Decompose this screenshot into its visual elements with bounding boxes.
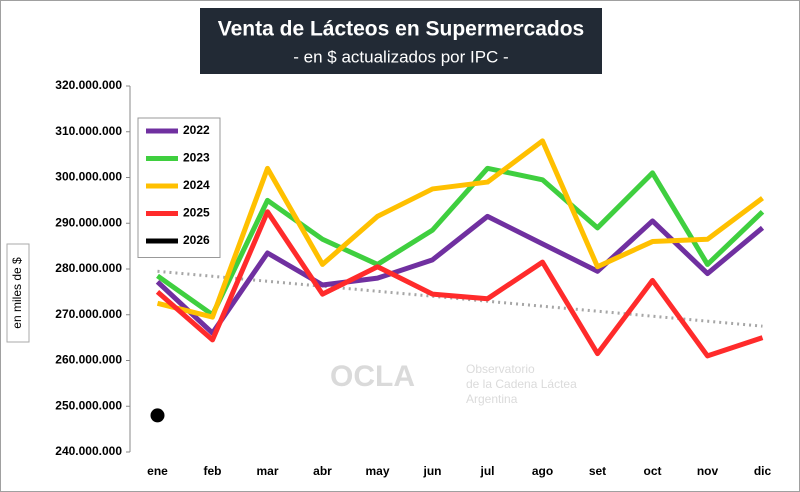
y-tick-label: 240.000.000 bbox=[55, 444, 122, 458]
y-tick-label: 300.000.000 bbox=[55, 170, 122, 184]
y-tick-label: 310.000.000 bbox=[55, 124, 122, 138]
legend-label: 2023 bbox=[183, 151, 210, 165]
watermark-text: Argentina bbox=[466, 392, 518, 406]
y-axis-label: en miles de $ bbox=[10, 257, 24, 329]
x-tick-label: dic bbox=[754, 464, 772, 478]
x-tick-label: mar bbox=[256, 464, 278, 478]
chart-subtitle: - en $ actualizados por IPC - bbox=[293, 47, 508, 66]
x-tick-label: ene bbox=[147, 464, 168, 478]
y-tick-label: 320.000.000 bbox=[55, 78, 122, 92]
y-tick-label: 270.000.000 bbox=[55, 307, 122, 321]
series-line bbox=[156, 165, 765, 318]
legend-label: 2022 bbox=[183, 123, 210, 137]
x-tick-label: jun bbox=[423, 464, 442, 478]
series-line bbox=[155, 209, 764, 359]
x-tick-label: jul bbox=[480, 464, 495, 478]
x-tick-label: nov bbox=[697, 464, 719, 478]
watermark-text: de la Cadena Láctea bbox=[466, 377, 577, 391]
series-line bbox=[155, 213, 765, 336]
y-tick-label: 260.000.000 bbox=[55, 353, 122, 367]
x-tick-label: abr bbox=[313, 464, 332, 478]
watermark: OCLA Observatorio de la Cadena Láctea Ar… bbox=[330, 360, 577, 406]
watermark-text: Observatorio bbox=[466, 362, 535, 376]
x-tick-label: ago bbox=[532, 464, 553, 478]
legend-label: 2025 bbox=[183, 206, 210, 220]
series-line bbox=[156, 138, 764, 320]
y-tick-label: 290.000.000 bbox=[55, 215, 122, 229]
legend-label: 2024 bbox=[183, 178, 210, 192]
x-tick-label: may bbox=[365, 464, 389, 478]
y-label-box bbox=[6, 243, 30, 343]
point bbox=[150, 408, 165, 423]
x-tick-label: feb bbox=[204, 464, 222, 478]
chart-title: Venta de Lácteos en Supermercados bbox=[218, 18, 584, 41]
x-tick-label: oct bbox=[644, 464, 662, 478]
legend-label: 2026 bbox=[183, 233, 210, 247]
title-box bbox=[200, 8, 602, 74]
y-tick-label: 250.000.000 bbox=[55, 398, 122, 412]
x-tick-label: set bbox=[589, 464, 606, 478]
watermark-logo: OCLA bbox=[330, 360, 415, 393]
y-tick-label: 280.000.000 bbox=[55, 261, 122, 275]
